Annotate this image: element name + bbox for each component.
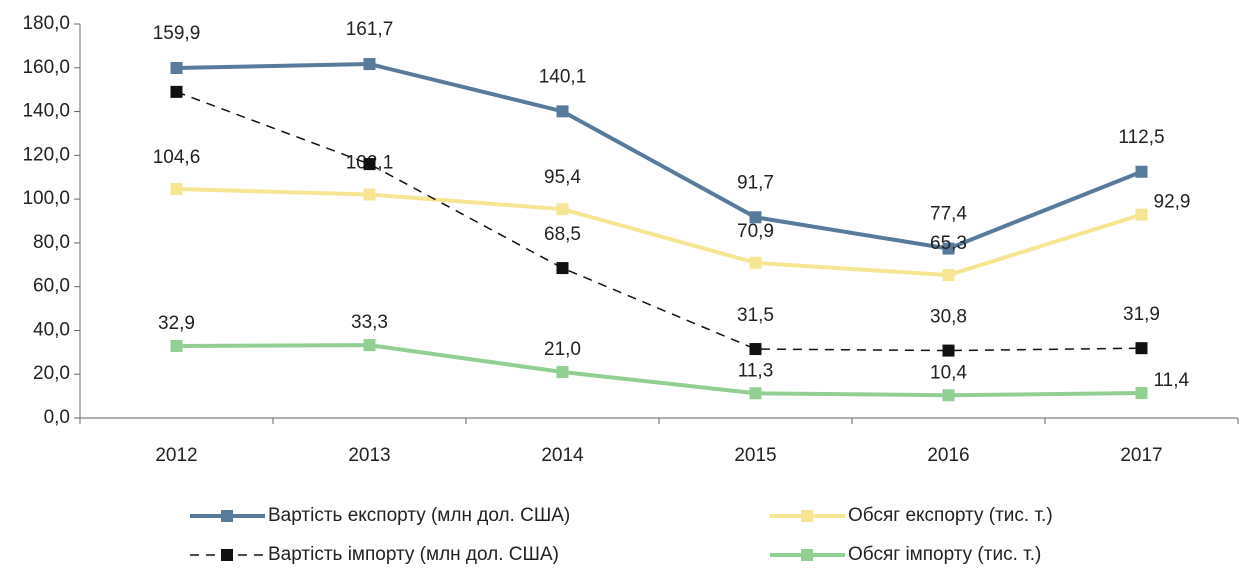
data-label: 161,7 (346, 19, 394, 40)
point-marker (556, 203, 569, 216)
point-marker (749, 387, 762, 400)
data-label: 10,4 (930, 362, 967, 383)
data-label: 159,9 (153, 23, 201, 44)
data-label: 11,4 (1154, 370, 1190, 391)
data-label: 32,9 (158, 313, 195, 334)
data-label: 140,1 (539, 66, 587, 87)
point-marker (942, 344, 955, 357)
data-label: 112,5 (1118, 127, 1164, 148)
x-tick-label: 2017 (1120, 445, 1162, 466)
point-marker (363, 339, 376, 352)
data-label: 92,9 (1154, 192, 1191, 213)
point-marker (942, 242, 955, 255)
y-tick-label: 100,0 (22, 188, 70, 209)
point-marker (556, 366, 569, 379)
point-marker (749, 343, 762, 356)
point-marker (556, 105, 569, 118)
point-marker (942, 389, 955, 402)
data-label: 91,7 (737, 172, 774, 193)
point-marker (170, 339, 183, 352)
x-tick-label: 2012 (155, 445, 197, 466)
legend-marker (801, 510, 813, 522)
point-marker (1135, 342, 1148, 355)
point-marker (363, 188, 376, 201)
legend-label: Вартість імпорту (млн дол. США) (268, 544, 559, 565)
data-label: 11,3 (738, 360, 774, 381)
y-tick-label: 180,0 (22, 13, 70, 34)
point-marker (556, 262, 569, 275)
y-tick-label: 20,0 (33, 363, 70, 384)
data-label: 31,5 (737, 305, 774, 326)
x-tick-label: 2013 (348, 445, 390, 466)
data-label: 31,9 (1123, 304, 1160, 325)
x-tick-label: 2015 (734, 445, 776, 466)
series-line (176, 91, 1142, 352)
data-label: 77,4 (930, 204, 967, 225)
y-tick-label: 80,0 (33, 232, 70, 253)
legend-label: Обсяг імпорту (тис. т.) (848, 544, 1041, 565)
legend-marker (221, 510, 233, 522)
legend-label: Вартість експорту (млн дол. США) (268, 505, 570, 526)
legend-marker (801, 549, 813, 561)
x-tick-label: 2016 (927, 445, 969, 466)
point-marker (170, 183, 183, 196)
legend-label: Обсяг експорту (тис. т.) (848, 505, 1053, 526)
x-tick-label: 2014 (541, 445, 584, 466)
y-tick-label: 120,0 (22, 144, 70, 165)
data-label: 21,0 (544, 339, 581, 360)
point-marker (749, 211, 762, 224)
series-line (176, 343, 1142, 398)
y-tick-label: 0,0 (44, 407, 70, 428)
point-marker (749, 256, 762, 269)
y-tick-label: 140,0 (22, 101, 70, 122)
y-tick-label: 160,0 (22, 57, 70, 78)
data-label: 70,9 (737, 221, 774, 242)
series-line (176, 62, 1143, 251)
data-label: 104,6 (153, 147, 201, 168)
y-tick-label: 60,0 (33, 276, 70, 297)
point-marker (942, 269, 955, 282)
point-marker (1135, 165, 1148, 178)
point-marker (1135, 208, 1148, 221)
data-label: 68,5 (544, 224, 581, 245)
y-tick-label: 40,0 (33, 319, 70, 340)
data-label: 33,3 (351, 312, 388, 333)
point-marker (1135, 387, 1148, 400)
data-label: 95,4 (544, 167, 581, 188)
legend-marker (221, 549, 233, 561)
series-line (176, 187, 1143, 278)
point-marker (170, 61, 183, 74)
point-marker (363, 158, 376, 171)
point-marker (363, 58, 376, 71)
data-label: 65,3 (930, 233, 967, 254)
data-label: 30,8 (930, 307, 967, 328)
point-marker (170, 85, 183, 98)
